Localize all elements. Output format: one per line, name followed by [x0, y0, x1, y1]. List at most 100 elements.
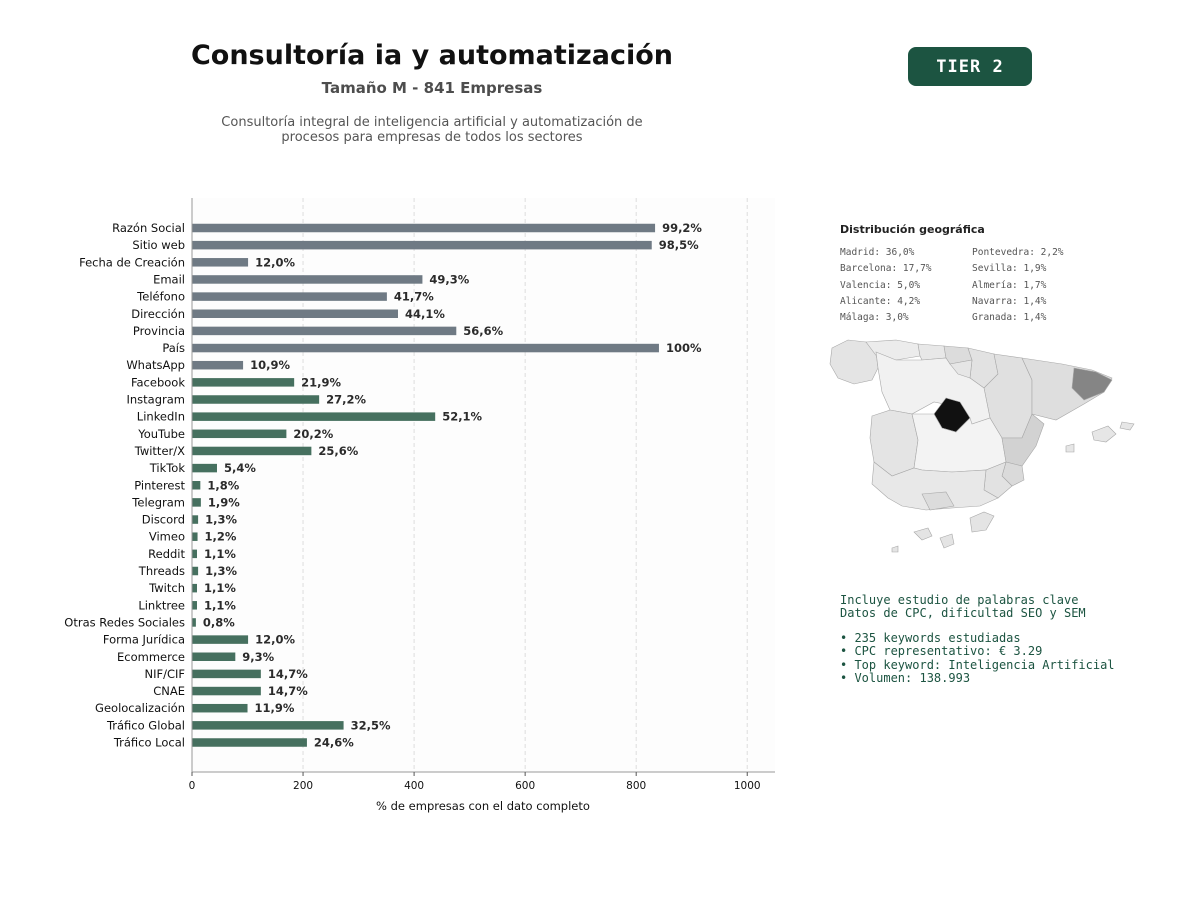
bar [192, 481, 201, 490]
keyword-bullet: • Top keyword: Inteligencia Artificial [840, 657, 1115, 672]
keywords-line-1: Incluye estudio de palabras clave [840, 593, 1079, 607]
bar-value-label: 1,3% [205, 513, 237, 527]
y-category-label: Instagram [126, 393, 185, 407]
bar [192, 360, 244, 370]
geo-item: Alicante: 4,2% [840, 295, 921, 307]
bar [192, 343, 659, 353]
y-category-label: CNAE [153, 684, 185, 698]
bar [192, 686, 261, 696]
keyword-bullet: • 235 keywords estudiadas [840, 631, 1021, 645]
bar-value-label: 56,6% [463, 324, 503, 338]
bar-value-label: 1,9% [208, 495, 240, 509]
bar-value-label: 25,6% [318, 444, 358, 458]
bar [192, 583, 197, 593]
y-category-label: Threads [138, 564, 185, 578]
map-region-andalucia [871, 461, 999, 511]
y-category-label: Telegram [131, 495, 185, 509]
geo-item: Sevilla: 1,9% [972, 263, 1047, 275]
bar [192, 275, 423, 284]
bar-chart: Razón Social 99,2% Sitio web 98,5% Fecha de … [64, 198, 775, 813]
y-category-label: Otras Redes Sociales [64, 615, 185, 629]
bar-value-label: 41,7% [394, 290, 434, 304]
bar-value-label: 98,5% [659, 238, 699, 252]
geo-item: Barcelona: 17,7% [840, 263, 932, 275]
bar [192, 378, 295, 387]
bar [192, 240, 652, 250]
bar [192, 463, 217, 473]
y-category-label: Email [153, 272, 185, 286]
bar-value-label: 11,9% [255, 701, 295, 715]
bar-value-label: 99,2% [662, 221, 702, 235]
bar [192, 738, 307, 747]
x-tick-label: 0 [189, 780, 196, 792]
bar-value-label: 12,0% [255, 255, 295, 269]
y-category-label: Tráfico Global [106, 718, 185, 732]
y-category-label: Tráfico Local [113, 736, 185, 750]
bar [192, 566, 199, 576]
y-category-label: Sitio web [132, 238, 185, 252]
bar [192, 412, 436, 421]
y-category-label: Geolocalización [95, 701, 185, 715]
bar-value-label: 52,1% [442, 410, 482, 424]
bar-value-label: 5,4% [224, 461, 256, 475]
bar [192, 223, 656, 233]
bar [192, 549, 197, 559]
bar-value-label: 20,2% [293, 427, 333, 441]
x-tick-label: 1000 [734, 780, 761, 792]
description-line-1: Consultoría integral de inteligencia art… [221, 115, 643, 130]
bar [192, 601, 197, 610]
bar [192, 498, 201, 507]
bar-value-label: 1,1% [204, 581, 236, 595]
y-category-label: País [162, 341, 185, 355]
map-region-canarias-2 [939, 533, 955, 549]
geo-item: Almería: 1,7% [972, 279, 1047, 291]
x-axis-label: % de empresas con el dato completo [376, 799, 590, 813]
map-region-baleares-mallorca [1091, 425, 1117, 443]
y-category-label: Discord [142, 513, 185, 527]
bar-value-label: 1,1% [204, 598, 236, 612]
bar [192, 446, 312, 456]
y-category-label: YouTube [137, 427, 185, 441]
map-region-canarias-4 [891, 545, 899, 553]
y-category-label: Facebook [131, 375, 185, 389]
map-region-baleares-ibiza [1065, 443, 1075, 453]
bar-value-label: 32,5% [351, 718, 391, 732]
page-subtitle: Tamaño M - 841 Empresas [321, 79, 543, 97]
tier-badge: TIER 2 [908, 47, 1032, 86]
bar [192, 515, 199, 524]
y-category-label: TikTok [149, 461, 186, 475]
bar-value-label: 1,1% [204, 547, 236, 561]
ticks-layer: 0 200 400 600 800 1000 [189, 772, 761, 792]
page-description: Consultoría integral de inteligencia art… [132, 115, 732, 145]
bar [192, 635, 249, 644]
bar [192, 292, 387, 301]
bar-value-label: 27,2% [326, 393, 366, 407]
map-region-la-rioja [949, 359, 973, 379]
map-region-cantabria [917, 343, 947, 361]
geo-item: Pontevedra: 2,2% [972, 247, 1064, 258]
bar-value-label: 21,9% [301, 375, 341, 389]
keyword-bullet: • Volumen: 138.993 [840, 670, 971, 685]
bar-value-label: 9,3% [242, 650, 274, 664]
map-region-canarias-3 [969, 511, 995, 533]
bar [192, 309, 398, 318]
bars-layer: Razón Social 99,2% Sitio web 98,5% Fecha de … [64, 221, 702, 750]
map-region-galicia [829, 339, 879, 385]
bar [192, 258, 249, 267]
keywords-line-2: Datos de CPC, dificultad SEO y SEM [840, 606, 1086, 620]
y-category-label: NIF/CIF [144, 667, 185, 681]
bar [192, 669, 261, 679]
y-category-label: Razón Social [112, 221, 185, 235]
geo-item: Navarra: 1,4% [972, 295, 1047, 307]
bar [192, 532, 198, 541]
bar-value-label: 1,3% [205, 564, 237, 578]
bar-value-label: 14,7% [268, 684, 308, 698]
bar-value-label: 12,0% [255, 633, 295, 647]
map-region-canarias-1 [913, 527, 933, 541]
y-category-label: Teléfono [136, 290, 185, 304]
bar-value-label: 24,6% [314, 736, 354, 750]
y-category-label: Reddit [148, 547, 185, 561]
description-line-2: procesos para empresas de todos los sect… [281, 130, 583, 145]
bar-value-label: 44,1% [405, 307, 445, 321]
y-category-label: Provincia [133, 324, 185, 338]
